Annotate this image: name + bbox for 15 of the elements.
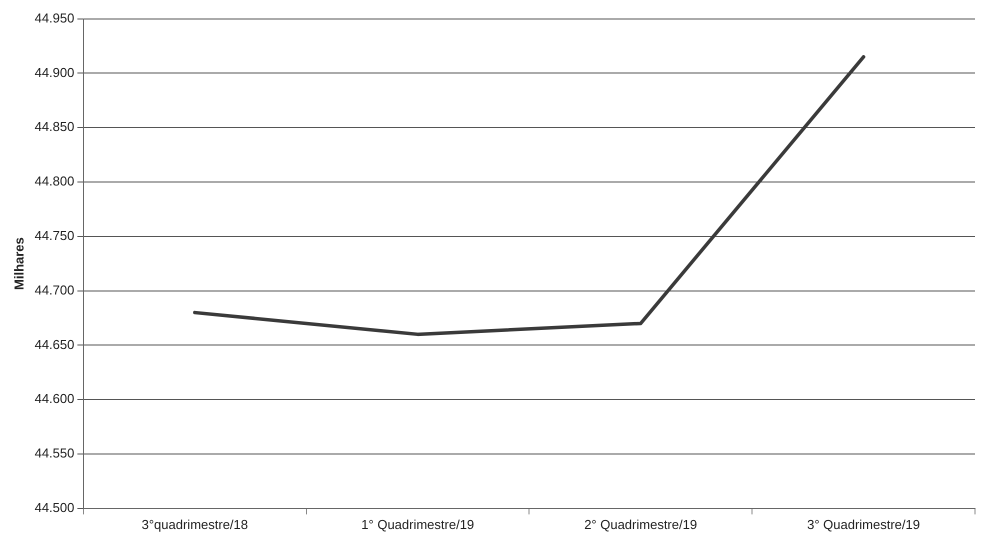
- y-tick-label: 44.650: [34, 336, 74, 352]
- y-tick-label: 44.550: [34, 446, 74, 461]
- y-axis-title: Milhares: [11, 237, 26, 290]
- y-tick-label: 44.950: [34, 10, 74, 26]
- y-tick-label: 44.800: [34, 174, 74, 189]
- x-tick-label: 2° Quadrimestre/19: [584, 516, 698, 532]
- y-tick-label: 44.750: [34, 228, 74, 243]
- x-tick-label: 3° Quadrimestre/19: [807, 516, 920, 532]
- x-tick-label: 1° Quadrimestre/19: [361, 516, 474, 532]
- y-tick-label: 44.850: [34, 119, 74, 134]
- y-tick-label: 44.500: [34, 500, 74, 515]
- y-tick-label: 44.700: [34, 282, 74, 298]
- y-tick-label: 44.900: [34, 64, 74, 80]
- y-tick-label: 44.600: [34, 391, 74, 406]
- x-tick-label: 3°quadrimestre/18: [142, 516, 248, 532]
